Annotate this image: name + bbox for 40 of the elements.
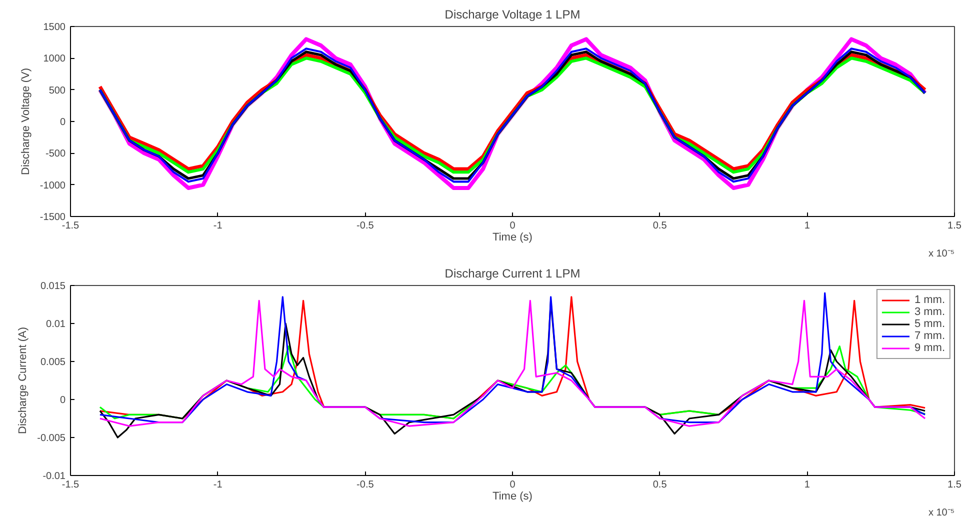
- y-tick-label: 0.01: [46, 319, 66, 330]
- y-tick-label: -0.005: [37, 433, 66, 444]
- y-tick-label: 500: [48, 85, 66, 96]
- y-tick-label: 1500: [43, 22, 66, 33]
- y-tick-label: -1000: [40, 180, 66, 192]
- text: x 10⁻⁵: [928, 508, 954, 518]
- x-tick-label: 1.5: [948, 220, 962, 232]
- legend-label: 9 mm.: [914, 342, 945, 354]
- y-axis-title: Discharge Voltage (V): [20, 68, 32, 175]
- y-tick-label: 0: [60, 395, 66, 406]
- x-tick-label: 0: [510, 480, 516, 490]
- y-tick-label: -0.01: [42, 471, 66, 482]
- legend-label: 1 mm.: [914, 294, 945, 306]
- x-tick-label: -0.5: [356, 480, 374, 490]
- y-tick-label: -500: [45, 148, 66, 160]
- x-tick-label: 1.5: [948, 480, 962, 490]
- x-tick-label: 1: [804, 220, 810, 232]
- x-tick-label: -1.5: [62, 480, 80, 490]
- x-axis-title: Time (s): [492, 232, 532, 244]
- x-tick-label: -1: [213, 220, 223, 232]
- x-tick-label: -0.5: [356, 220, 374, 232]
- y-tick-label: 0.015: [40, 281, 66, 292]
- x-tick-label: 1: [804, 480, 810, 490]
- legend-label: 5 mm.: [914, 318, 945, 330]
- legend-label: 3 mm.: [914, 306, 945, 318]
- y-axis-title: Discharge Current (A): [17, 327, 30, 434]
- legend-label: 7 mm.: [914, 330, 945, 342]
- text: x 10⁻⁵: [928, 248, 954, 260]
- x-tick-label: -1: [213, 480, 223, 490]
- x-axis-title: Time (s): [492, 490, 532, 502]
- y-tick-label: 0: [60, 117, 66, 128]
- chart-title: Discharge Voltage 1 LPM: [444, 8, 580, 22]
- x-tick-label: -1.5: [62, 220, 80, 232]
- y-tick-label: 0.005: [40, 357, 66, 368]
- x-tick-label: 0: [510, 220, 516, 232]
- y-tick-label: 1000: [43, 54, 66, 65]
- x-tick-label: 0.5: [652, 480, 668, 490]
- y-tick-label: -1500: [40, 212, 66, 223]
- x-tick-label: 0.5: [652, 220, 668, 232]
- chart-title: Discharge Current 1 LPM: [444, 266, 580, 280]
